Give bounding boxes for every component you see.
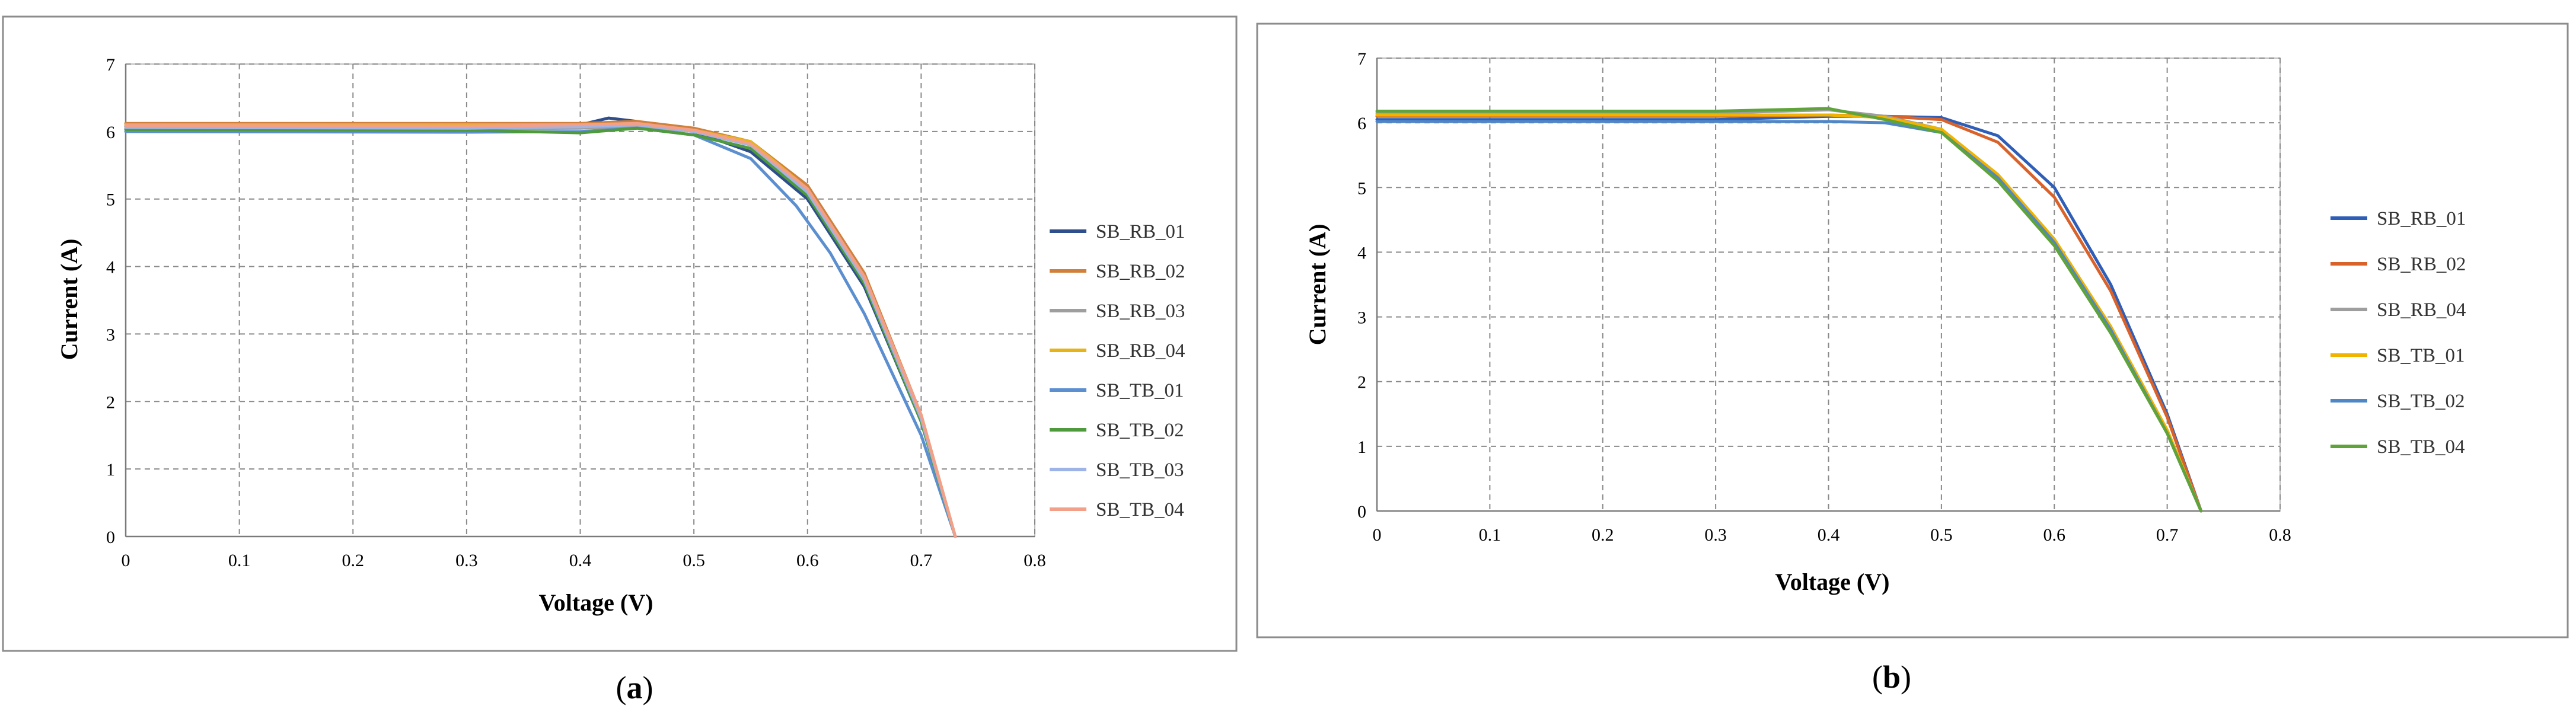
y-tick-label: 1: [106, 460, 115, 480]
legend-label: SB_TB_04: [2377, 436, 2465, 458]
y-tick-label: 0: [106, 528, 115, 547]
series-line-sb-tb-04: [124, 122, 957, 538]
x-axis-label-a: Voltage (V): [539, 589, 653, 616]
x-tick-label: 0.3: [1704, 525, 1727, 545]
y-tick-label: 6: [1357, 114, 1366, 133]
y-tick-label: 4: [106, 258, 115, 277]
x-tick-label: 0.6: [796, 551, 819, 570]
y-tick-label: 1: [1357, 437, 1366, 457]
x-tick-label: 0.2: [1592, 525, 1614, 545]
x-tick-label: 0.5: [1930, 525, 1953, 545]
y-axis-label-a: Current (A): [56, 239, 82, 360]
y-tick-label: 4: [1357, 243, 1366, 263]
x-tick-label: 0: [1373, 525, 1382, 545]
series-line-sb-rb-01: [1375, 114, 2203, 513]
legend-label: SB_RB_01: [1096, 221, 1185, 242]
legend-label: SB_TB_03: [1096, 459, 1184, 481]
y-tick-label: 5: [1357, 178, 1366, 198]
legend-a: SB_RB_01 SB_RB_02 SB_RB_03 SB_RB_04 SB_TB_01…: [1050, 221, 1185, 520]
x-axis-label-b: Voltage (V): [1775, 568, 1890, 595]
y-tick-label: 5: [106, 190, 115, 210]
series-group-a: [124, 116, 957, 538]
chart-panel-a: 0 0.1 0.2 0.3 0.4 0.5 0.6 0.7 0.8 0 1 2 3 4 5 6 7 SB_RB_…: [2, 15, 1238, 705]
ticks-b: 0 0.1 0.2 0.3 0.4 0.5 0.6 0.7 0.8 0 1 2 3 4 5 6 7: [1357, 49, 2291, 545]
legend-label: SB_RB_04: [1096, 340, 1185, 362]
legend-label: SB_RB_02: [1096, 261, 1185, 282]
legend-label: SB_RB_04: [2377, 299, 2466, 321]
grid-b: [1376, 58, 2281, 512]
y-tick-label: 7: [1357, 49, 1366, 69]
series-group-b: [1375, 107, 2203, 513]
legend-label: SB_TB_01: [1096, 380, 1184, 401]
x-tick-label: 0.2: [342, 551, 365, 570]
legend-label: SB_RB_01: [2377, 208, 2466, 229]
y-tick-label: 2: [106, 392, 115, 412]
x-tick-label: 0.4: [569, 551, 592, 570]
legend-b: SB_RB_01 SB_RB_02 SB_RB_04 SB_TB_01 SB_TB_02…: [2330, 208, 2466, 458]
legend-label: SB_RB_03: [1096, 301, 1185, 322]
legend-label: SB_TB_04: [1096, 499, 1184, 520]
y-tick-label: 6: [106, 123, 115, 142]
x-tick-label: 0: [122, 551, 130, 570]
series-line-sb-tb-01: [1375, 113, 2203, 513]
grid-a: [125, 63, 1035, 538]
x-tick-label: 0.4: [1818, 525, 1840, 545]
x-tick-label: 0.7: [2156, 525, 2179, 545]
y-tick-label: 2: [1357, 373, 1366, 392]
x-tick-label: 0.1: [1479, 525, 1501, 545]
panel-letter-b: b: [1883, 659, 1901, 695]
x-tick-label: 0.7: [910, 551, 933, 570]
x-tick-label: 0.6: [2043, 525, 2066, 545]
legend-label: SB_TB_01: [2377, 345, 2465, 366]
x-tick-label: 0.5: [683, 551, 705, 570]
legend-label: SB_RB_02: [2377, 254, 2466, 275]
x-tick-label: 0.1: [228, 551, 251, 570]
y-tick-label: 0: [1357, 502, 1366, 522]
panel-letter-a: a: [627, 670, 643, 705]
x-tick-label: 0.8: [1024, 551, 1046, 570]
y-tick-label: 3: [106, 325, 115, 344]
legend-label: SB_TB_02: [2377, 391, 2465, 412]
y-axis-label-b: Current (A): [1304, 224, 1331, 346]
chart-panel-b: 0 0.1 0.2 0.3 0.4 0.5 0.6 0.7 0.8 0 1 2 3 4 5 6 7 SB_RB_…: [1256, 23, 2569, 695]
y-tick-label: 3: [1357, 308, 1366, 328]
series-line-sb-tb-04: [1375, 107, 2203, 513]
x-tick-label: 0.8: [2269, 525, 2291, 545]
x-tick-label: 0.3: [455, 551, 478, 570]
panel-label-a: (a): [616, 670, 653, 705]
ticks-a: 0 0.1 0.2 0.3 0.4 0.5 0.6 0.7 0.8 0 1 2 3 4 5 6 7: [106, 55, 1046, 570]
legend-label: SB_TB_02: [1096, 420, 1184, 441]
y-tick-label: 7: [106, 55, 115, 75]
panel-label-b: (b): [1872, 659, 1911, 695]
